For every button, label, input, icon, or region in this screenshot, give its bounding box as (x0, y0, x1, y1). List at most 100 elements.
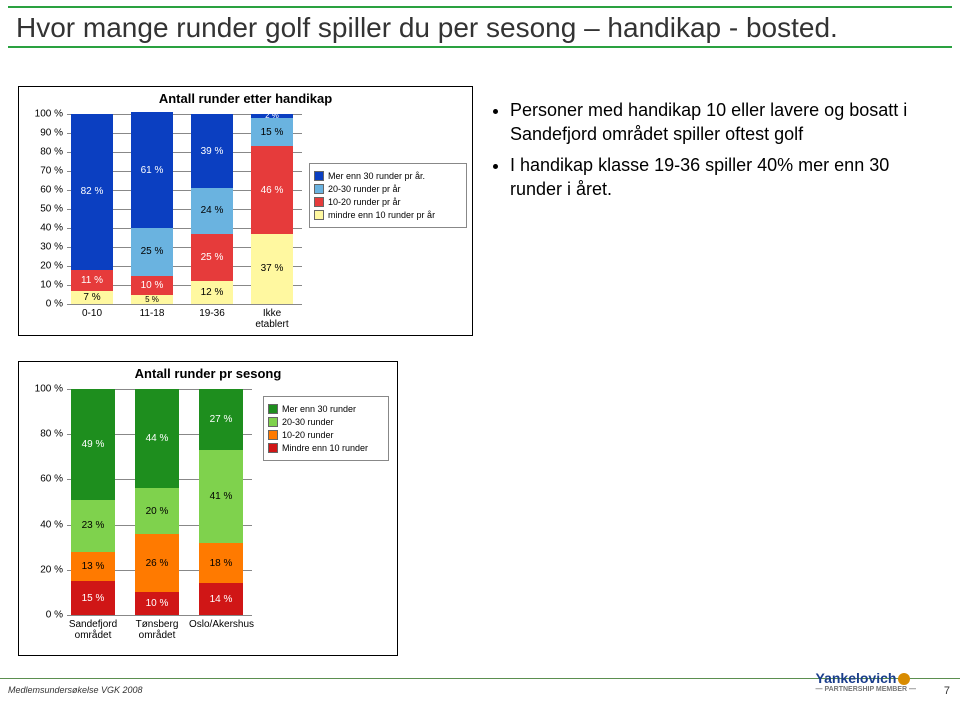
bar-segment: 41 % (199, 450, 243, 543)
legend-label: mindre enn 10 runder pr år (328, 210, 435, 220)
bar-segment: 37 % (251, 234, 293, 304)
segment-label: 18 % (210, 558, 233, 569)
legend-label: 20-30 runder (282, 417, 334, 427)
segment-label: 2 % (265, 111, 279, 120)
y-axis-label: 30 % (25, 242, 63, 253)
legend-swatch (268, 417, 278, 427)
y-axis-label: 60 % (25, 474, 63, 485)
segment-label: 15 % (261, 127, 284, 138)
bar-column: 15 %13 % 23 % 49 % (71, 389, 115, 615)
logo-text: Yankelovich (816, 670, 897, 686)
chart2-title: Antall runder pr sesong (19, 362, 397, 383)
chart1-plot: 0 %10 %20 %30 %40 %50 %60 %70 %80 %90 %1… (67, 114, 302, 304)
legend-swatch (314, 171, 324, 181)
bar-segment: 10 % (135, 592, 179, 615)
segment-label: 14 % (210, 594, 233, 605)
page-number: 7 (944, 685, 950, 697)
bar-segment: 61 % (131, 112, 173, 228)
bar-segment: 13 % (71, 552, 115, 581)
legend-swatch (268, 430, 278, 440)
bar-segment: 82 % (71, 114, 113, 270)
x-axis-label: 11-18 (126, 308, 178, 319)
segment-label: 7 % (83, 292, 100, 303)
bar-segment: 49 % (71, 389, 115, 500)
bar-segment: 44 % (135, 389, 179, 488)
bar-segment: 23 % (71, 500, 115, 552)
chart2-legend: Mer enn 30 runder 20-30 runder 10-20 runde… (263, 396, 389, 461)
bar-segment: 25 % (191, 234, 233, 282)
legend-label: Mer enn 30 runder (282, 404, 356, 414)
y-axis-label: 80 % (25, 429, 63, 440)
y-axis-label: 0 % (25, 610, 63, 621)
legend-swatch (314, 184, 324, 194)
bar-column: 14 % 18 % 41 % 27 % (199, 389, 243, 615)
segment-label: 11 % (81, 275, 103, 286)
bar-segment: 20 % (135, 488, 179, 533)
legend-swatch (268, 443, 278, 453)
bar-segment: 2 % (251, 114, 293, 118)
chart1-panel: Antall runder etter handikap 0 %10 %20 %… (18, 86, 473, 336)
bar-segment: 27 % (199, 389, 243, 450)
bar-segment: 46 % (251, 146, 293, 233)
logo-tagline: — PARTNERSHIP MEMBER — (816, 686, 916, 693)
segment-label: 41 % (210, 491, 233, 502)
legend-label: Mer enn 30 runder pr år. (328, 171, 425, 181)
logo: Yankelovich — PARTNERSHIP MEMBER — (816, 670, 916, 693)
legend-swatch (314, 197, 324, 207)
x-axis-label: Ikke etablert (246, 308, 298, 330)
segment-label: 61 % (141, 165, 164, 176)
segment-label: 25 % (201, 252, 224, 263)
y-axis-label: 20 % (25, 564, 63, 575)
bar-column: 37 % 46 % 15 % 2 % (251, 114, 293, 304)
segment-label: 37 % (261, 263, 284, 274)
y-axis-label: 80 % (25, 147, 63, 158)
logo-icon (898, 673, 910, 685)
segment-label: 27 % (210, 414, 233, 425)
legend-row: 20-30 runder pr år (314, 184, 462, 194)
x-axis-label: 19-36 (186, 308, 238, 319)
y-axis-label: 0 % (25, 299, 63, 310)
legend-swatch (268, 404, 278, 414)
segment-label: 23 % (82, 520, 105, 531)
legend-row: Mer enn 30 runder (268, 404, 384, 414)
bar-segment: 10 % (131, 276, 173, 295)
chart1-legend: Mer enn 30 runder pr år. 20-30 runder pr … (309, 163, 467, 228)
legend-swatch (314, 210, 324, 220)
bar-segment: 11 % (71, 270, 113, 291)
bar-segment: 15 % (251, 118, 293, 147)
segment-label: 46 % (261, 185, 284, 196)
legend-label: Mindre enn 10 runder (282, 443, 368, 453)
legend-label: 20-30 runder pr år (328, 184, 401, 194)
footer-text: Medlemsundersøkelse VGK 2008 (8, 685, 143, 695)
segment-label: 44 % (146, 433, 169, 444)
bullets-list: Personer med handikap 10 eller lavere og… (490, 98, 930, 207)
segment-label: 24 % (201, 205, 224, 216)
bar-segment: 24 % (191, 188, 233, 234)
legend-label: 10-20 runder pr år (328, 197, 401, 207)
x-axis-label: 0-10 (66, 308, 118, 319)
chart1-title: Antall runder etter handikap (19, 87, 472, 108)
segment-label: 49 % (82, 439, 105, 450)
bar-segment: 39 % (191, 114, 233, 188)
y-axis-label: 100 % (25, 109, 63, 120)
bar-segment: 15 % (71, 581, 115, 615)
gridline (67, 615, 252, 616)
segment-label: 26 % (146, 558, 169, 569)
chart2-plot: 0 %20 %40 %60 %80 %100 %15 %13 %23 %49 %… (67, 389, 252, 615)
segment-label: 5 % (145, 295, 159, 304)
bar-column: 5 % 10 % 25 % 61 % (131, 114, 173, 304)
bar-segment: 26 % (135, 534, 179, 593)
bar-segment: 18 % (199, 543, 243, 584)
segment-label: 39 % (201, 146, 224, 157)
segment-label: 12 % (201, 287, 224, 298)
y-axis-label: 40 % (25, 519, 63, 530)
bar-segment: 14 % (199, 583, 243, 615)
segment-label: 10 % (141, 280, 164, 291)
segment-label: 25 % (141, 246, 164, 257)
legend-label: 10-20 runder (282, 430, 334, 440)
legend-row: 20-30 runder (268, 417, 384, 427)
legend-row: Mindre enn 10 runder (268, 443, 384, 453)
y-axis-label: 10 % (25, 280, 63, 291)
y-axis-label: 50 % (25, 204, 63, 215)
title-bar: Hvor mange runder golf spiller du per se… (8, 6, 952, 48)
